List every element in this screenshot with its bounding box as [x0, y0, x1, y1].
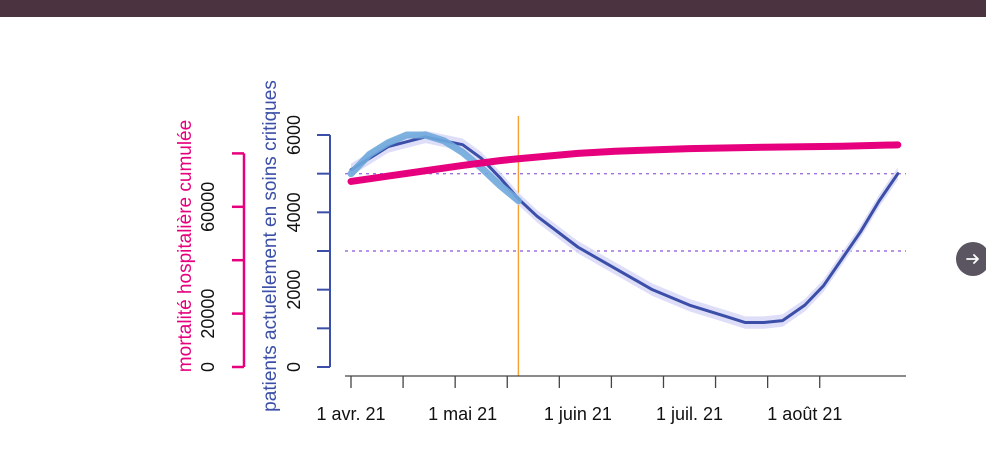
- x-tick-label: 1 juil. 21: [656, 404, 723, 424]
- series-line-0: [349, 135, 900, 325]
- arrow-right-icon: [966, 254, 979, 264]
- top-bar: [0, 0, 986, 17]
- mortality-tick-label: 0: [198, 362, 218, 372]
- series-line-1: [347, 131, 522, 205]
- next-arrow-button[interactable]: [956, 242, 986, 276]
- mortality-tick-label: 60000: [198, 182, 218, 232]
- critical-tick-label: 6000: [284, 115, 304, 155]
- mortality-tick-label: 20000: [198, 289, 218, 339]
- uncertainty-band-0: [351, 130, 898, 329]
- x-tick-label: 1 juin 21: [544, 404, 612, 424]
- series-line-2: [347, 141, 902, 185]
- critical-tick-label: 2000: [284, 270, 304, 310]
- critical-tick-label: 4000: [284, 192, 304, 232]
- x-tick-label: 1 avr. 21: [316, 404, 385, 424]
- critical-care-axis-label: patients actuellement en soins critiques: [260, 80, 281, 412]
- mortality-axis-label: mortalité hospitalière cumulée: [175, 120, 196, 372]
- critical-tick-label: 0: [284, 362, 304, 372]
- x-tick-label: 1 mai 21: [428, 404, 497, 424]
- x-tick-label: 1 août 21: [767, 404, 842, 424]
